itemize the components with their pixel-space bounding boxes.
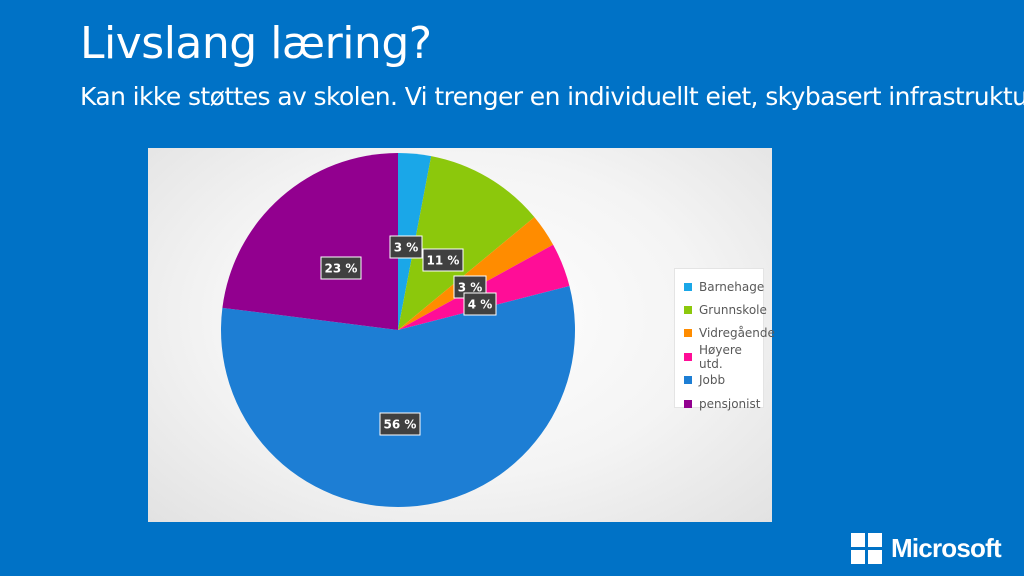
legend-swatch	[684, 352, 692, 361]
pie-slice-pensjonist	[222, 153, 398, 330]
legend-swatch	[684, 376, 692, 385]
svg-text:23 %: 23 %	[325, 262, 358, 276]
legend-label: Høyere utd.	[699, 342, 742, 371]
legend-item: Høyere utd.	[684, 342, 763, 371]
legend-label: pensjonist	[699, 396, 761, 411]
legend-label: Grunnskole	[699, 303, 767, 318]
microsoft-logo: Microsoft	[851, 533, 1002, 564]
legend-item: Vidregående	[684, 322, 775, 345]
svg-text:4 %: 4 %	[468, 298, 493, 312]
svg-text:3 %: 3 %	[394, 241, 419, 255]
legend-swatch	[684, 306, 692, 315]
slide-title: Livslang læring?	[80, 18, 432, 69]
data-label-1: 11 %	[422, 248, 464, 272]
legend-item: pensjonist	[684, 392, 763, 415]
data-label-3: 4 %	[463, 292, 497, 316]
legend-label: Barnehage	[699, 279, 765, 294]
logo-text: Microsoft	[891, 533, 1002, 563]
svg-text:3 %: 3 %	[458, 281, 483, 295]
slide-subtitle: Kan ikke støttes av skolen. Vi trenger e…	[80, 82, 1024, 111]
data-label-0: 3 %	[389, 235, 423, 259]
svg-text:11 %: 11 %	[427, 254, 460, 268]
legend-item: Jobb	[684, 369, 763, 392]
pie-chart-svg: 3 % 11 % 3 % 4 % 56 % 23 %	[220, 153, 576, 508]
legend-swatch	[684, 329, 692, 338]
pie-slice-grunnskole	[398, 156, 535, 330]
legend-item: Grunnskole	[684, 298, 767, 321]
chart-legend: Barnehage Grunnskole Vidregående Høyere utd…	[674, 268, 775, 411]
legend-label: Vidregående	[699, 326, 775, 341]
legend-swatch	[684, 399, 692, 408]
legend-swatch	[684, 282, 692, 291]
data-label-4: 56 %	[379, 412, 421, 436]
legend-item: Barnehage	[684, 275, 765, 298]
pie-slice-jobb	[220, 285, 576, 508]
pie-slice-vidregående	[398, 217, 554, 330]
pie-chart: 3 % 11 % 3 % 4 % 56 % 23 % Barnehage Grunnskol…	[148, 148, 775, 522]
legend-label: Jobb	[699, 373, 726, 388]
svg-text:56 %: 56 %	[384, 418, 417, 432]
windows-logo-icon	[851, 533, 882, 564]
data-label-5: 23 %	[320, 256, 362, 280]
